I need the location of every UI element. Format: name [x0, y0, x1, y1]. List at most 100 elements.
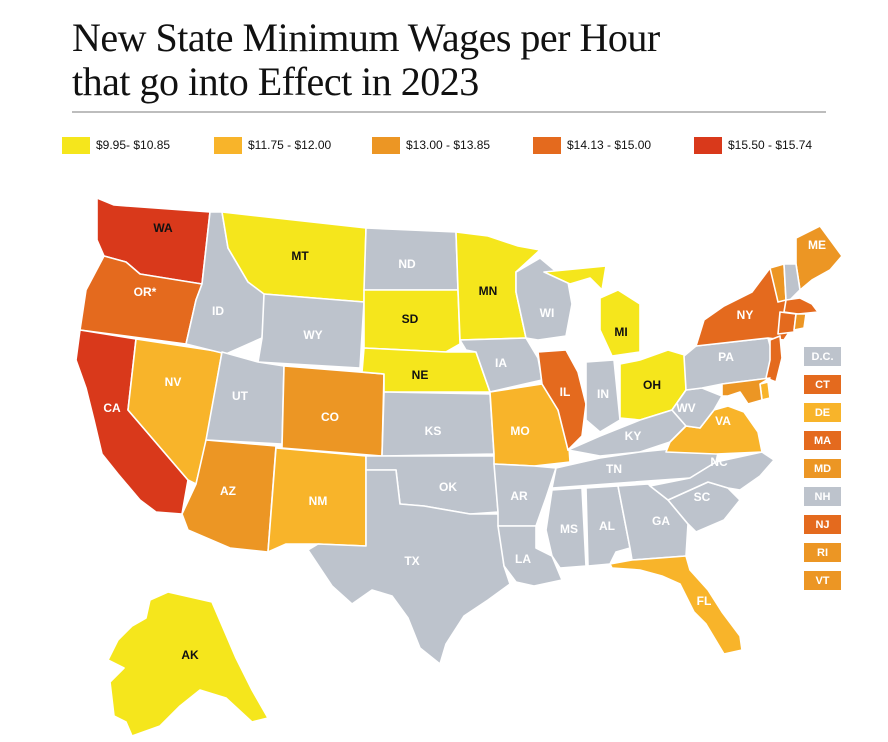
small-state-box: NJ — [804, 515, 841, 534]
state-label-nv: NV — [165, 375, 182, 389]
legend-label: $9.95- $10.85 — [96, 138, 171, 152]
small-state-label: CT — [815, 378, 830, 391]
legend-label: $14.13 - $15.00 — [567, 138, 652, 152]
legend-label: $11.75 - $12.00 — [248, 138, 332, 152]
state-label-pa: PA — [718, 350, 734, 364]
state-ms — [545, 487, 587, 569]
state-in — [585, 359, 621, 433]
small-state-box: NH — [804, 487, 841, 506]
state-label-ga: GA — [652, 514, 670, 528]
state-label-nm: NM — [309, 494, 328, 508]
state-label-la: LA — [515, 552, 531, 566]
state-mi — [543, 265, 641, 357]
title-line-1: New State Minimum Wages per Hour — [72, 15, 660, 60]
small-state-label: MA — [813, 434, 832, 447]
legend-swatch — [533, 136, 561, 154]
small-state-label: MD — [813, 462, 832, 475]
state-label-tx: TX — [404, 554, 419, 568]
legend-swatch — [214, 136, 242, 154]
state-label-wi: WI — [540, 306, 555, 320]
state-label-ak: AK — [181, 648, 199, 662]
title-line-2: that go into Effect in 2023 — [72, 59, 479, 104]
state-label-mo: MO — [510, 424, 529, 438]
state-ar — [493, 463, 557, 527]
state-label-in: IN — [597, 387, 609, 401]
state-label-va: VA — [715, 414, 731, 428]
state-label-ut: UT — [232, 389, 249, 403]
state-nc — [649, 451, 775, 501]
state-la — [497, 525, 563, 587]
state-label-wy: WY — [303, 328, 322, 342]
state-sd — [363, 289, 461, 353]
state-ct — [777, 311, 797, 335]
small-state-label: NJ — [815, 518, 830, 531]
legend-swatch — [372, 136, 400, 154]
state-label-il: IL — [560, 385, 571, 399]
legend-item: $13.00 - $13.85 — [372, 136, 490, 154]
state-label-mi: MI — [614, 325, 627, 339]
state-fl — [609, 555, 743, 655]
state-tx — [307, 469, 511, 665]
legend-item: $15.50 - $15.74 — [694, 136, 812, 154]
small-state-box: VT — [804, 571, 841, 590]
legend: $9.95- $10.85 $11.75 - $12.00 $13.00 - $… — [62, 136, 862, 154]
state-label-ca: CA — [103, 401, 121, 415]
state-label-mt: MT — [291, 249, 309, 263]
small-state-box: MA — [804, 431, 841, 450]
state-label-ne: NE — [412, 368, 429, 382]
state-label-fl: FL — [697, 594, 712, 608]
state-label-wa: WA — [153, 221, 173, 235]
small-state-box: DE — [804, 403, 841, 422]
state-label-ky: KY — [625, 429, 642, 443]
small-state-label: NH — [814, 490, 831, 503]
state-label-tn: TN — [606, 462, 622, 476]
state-ma — [783, 297, 819, 315]
state-ak — [107, 591, 269, 737]
small-state-label: D.C. — [811, 350, 834, 363]
small-state-box: RI — [804, 543, 841, 562]
state-label-al: AL — [599, 519, 615, 533]
state-label-nc: NC — [710, 455, 728, 469]
state-nj — [765, 335, 783, 383]
state-label-mn: MN — [479, 284, 498, 298]
legend-item: $14.13 - $15.00 — [533, 136, 651, 154]
state-label-sd: SD — [402, 312, 419, 326]
state-il — [537, 349, 587, 451]
small-state-box: D.C. — [804, 347, 841, 366]
small-state-label: DE — [814, 406, 831, 419]
state-label-ny: NY — [737, 308, 754, 322]
small-state-label: VT — [815, 574, 830, 587]
state-nh — [783, 263, 801, 301]
small-state-label: RI — [817, 546, 828, 559]
state-label-az: AZ — [220, 484, 236, 498]
legend-swatch — [62, 136, 90, 154]
state-me — [795, 225, 843, 291]
state-label-ar: AR — [510, 489, 528, 503]
state-label-ms: MS — [560, 522, 578, 536]
legend-item: $11.75 - $12.00 — [214, 136, 331, 154]
state-label-oh: OH — [643, 378, 661, 392]
state-label-ok: OK — [439, 480, 457, 494]
legend-label: $15.50 - $15.74 — [728, 138, 813, 152]
map-title: New State Minimum Wages per Hour that go… — [72, 16, 660, 104]
small-state-box: MD — [804, 459, 841, 478]
state-label-id: ID — [212, 304, 224, 318]
state-md — [721, 377, 771, 405]
state-label-co: CO — [321, 410, 339, 424]
title-divider — [72, 111, 826, 113]
state-label-nd: ND — [398, 257, 416, 271]
state-label-or: OR* — [134, 285, 157, 299]
state-label-me: ME — [808, 238, 826, 252]
state-wy — [257, 293, 365, 369]
state-label-sc: SC — [694, 490, 711, 504]
state-ia — [459, 337, 543, 393]
small-state-box: CT — [804, 375, 841, 394]
state-ri — [793, 313, 807, 331]
state-label-wv: WV — [676, 401, 695, 415]
state-label-ks: KS — [425, 424, 442, 438]
state-label-ia: IA — [495, 356, 507, 370]
legend-item: $9.95- $10.85 — [62, 136, 170, 154]
state-ne — [361, 347, 491, 393]
legend-swatch — [694, 136, 722, 154]
